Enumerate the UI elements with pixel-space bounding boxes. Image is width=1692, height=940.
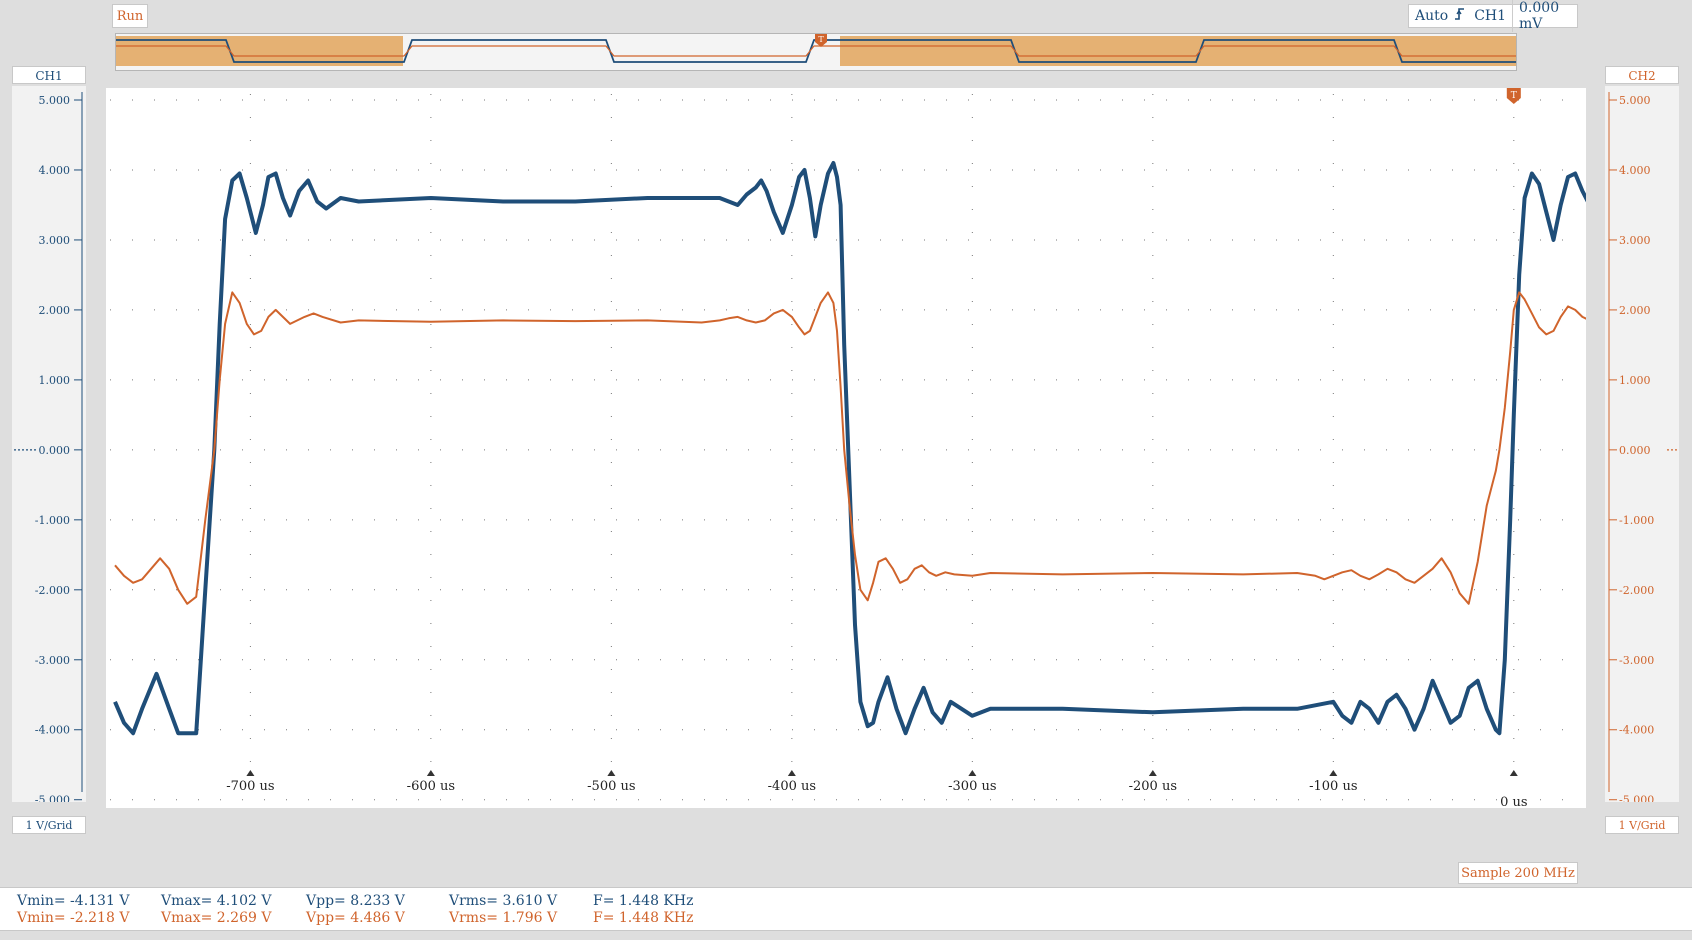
ch1-scale-label[interactable]: 1 V/Grid	[12, 816, 86, 834]
ch1-label[interactable]: CH1	[12, 66, 86, 84]
ch2-vrms: Vrms= 1.796 V	[449, 910, 558, 926]
ch2-scale-tick: 4.000	[1619, 164, 1651, 177]
run-status-button[interactable]: Run	[112, 4, 148, 28]
ch1-scale-tick: -5.000	[35, 794, 70, 802]
trigger-source[interactable]: CH1	[1474, 8, 1507, 24]
ch2-scale-tick: 1.000	[1619, 374, 1651, 387]
overview-window-right	[840, 36, 1516, 66]
ch2-freq: F= 1.448 KHz	[593, 910, 694, 926]
ch1-scale-tick: 1.000	[39, 374, 71, 387]
waveform-overview[interactable]: T	[115, 33, 1517, 71]
ch1-freq: F= 1.448 KHz	[593, 893, 694, 909]
waveform-plot[interactable]: -700 us -600 us -500 us -400 us -300 us -200 …	[106, 88, 1597, 810]
ch1-measurements: Vmin= -4.131 V Vmax= 4.102 V Vpp= 8.233 …	[0, 893, 1692, 909]
sample-rate: Sample 200 MHz	[1458, 862, 1578, 884]
ch1-scale-tick: 5.000	[39, 94, 71, 107]
x-tick-label: -300 us	[948, 779, 996, 794]
ch1-scale-tick: 4.000	[39, 164, 71, 177]
ch1-scale-tick: -4.000	[35, 724, 70, 737]
x-tick-marker	[787, 770, 796, 776]
ch2-scale-tick: 0.000	[1619, 444, 1651, 457]
ch1-scale-tick: -1.000	[35, 514, 70, 527]
x-tick-label: -400 us	[768, 779, 816, 794]
overview-window-left	[116, 36, 403, 66]
x-tick-marker	[1148, 770, 1157, 776]
ch2-vmin: Vmin= -2.218 V	[17, 910, 130, 926]
ch2-scale-tick: -3.000	[1619, 654, 1654, 667]
trigger-mode[interactable]: Auto	[1415, 8, 1449, 24]
ch1-scale-tick: -3.000	[35, 654, 70, 667]
ch1-vrms: Vrms= 3.610 V	[449, 893, 558, 909]
grid-lines	[110, 94, 1582, 801]
ch1-scale-tick: 2.000	[39, 304, 71, 317]
ch1-vmin: Vmin= -4.131 V	[17, 893, 130, 909]
x-tick-marker	[968, 770, 977, 776]
trigger-level[interactable]: 0.000 mV	[1512, 0, 1571, 32]
x-tick-label: -600 us	[407, 779, 455, 794]
rising-edge-icon	[1454, 6, 1468, 26]
svg-text:T: T	[818, 35, 824, 44]
ch1-scale-tick: -2.000	[35, 584, 70, 597]
ch1-scale-tick: 0.000	[39, 444, 71, 457]
svg-text:T: T	[1511, 91, 1517, 101]
x-tick-label: -100 us	[1309, 779, 1357, 794]
ch2-scale-tick: 3.000	[1619, 234, 1651, 247]
overview-trigger-marker-icon: T	[815, 34, 827, 47]
ch2-scale-label[interactable]: 1 V/Grid	[1605, 816, 1679, 834]
x-tick-label: -500 us	[587, 779, 635, 794]
ch2-scale-tick: -2.000	[1619, 584, 1654, 597]
x-tick-marker	[246, 770, 255, 776]
ch1-vmax: Vmax= 4.102 V	[161, 893, 272, 909]
ch1-trace	[113, 161, 1597, 736]
x-tick-label: -700 us	[226, 779, 274, 794]
ch2-scale-tick: -1.000	[1619, 514, 1654, 527]
trigger-panel[interactable]: Auto CH1 0.000 mV	[1408, 0, 1578, 32]
trigger-marker-icon[interactable]: T	[1506, 88, 1521, 104]
x-tick-marker	[1509, 770, 1518, 776]
ch2-scale-tick: -4.000	[1619, 724, 1654, 737]
x-tick-label: 0 us	[1500, 795, 1527, 808]
x-tick-label: -200 us	[1129, 779, 1177, 794]
ch2-label[interactable]: CH2	[1605, 66, 1679, 84]
ch1-voltage-scale: 5.000 4.000 3.000 2.000 1.000 0.000 -1.000 -2.0…	[12, 86, 86, 807]
ch2-scale-tick: 2.000	[1619, 304, 1651, 317]
ch1-scale-tick: 3.000	[39, 234, 71, 247]
x-tick-marker	[1329, 770, 1338, 776]
ch2-vpp: Vpp= 4.486 V	[306, 910, 405, 926]
ch2-trace	[114, 291, 1596, 605]
ch2-scale-tick: -5.000	[1619, 794, 1654, 802]
measurements-panel: Vmin= -4.131 V Vmax= 4.102 V Vpp= 8.233 …	[0, 887, 1692, 931]
ch1-vpp: Vpp= 8.233 V	[306, 893, 405, 909]
ch2-measurements: Vmin= -2.218 V Vmax= 2.269 V Vpp= 4.486 …	[0, 910, 1692, 926]
ch2-scale-tick: 5.000	[1619, 94, 1651, 107]
x-tick-marker	[607, 770, 616, 776]
ch2-voltage-scale: 5.000 4.000 3.000 2.000 1.000 0.000 -1.000 -2.0…	[1605, 86, 1679, 807]
ch2-vmax: Vmax= 2.269 V	[161, 910, 272, 926]
x-tick-marker	[426, 770, 435, 776]
